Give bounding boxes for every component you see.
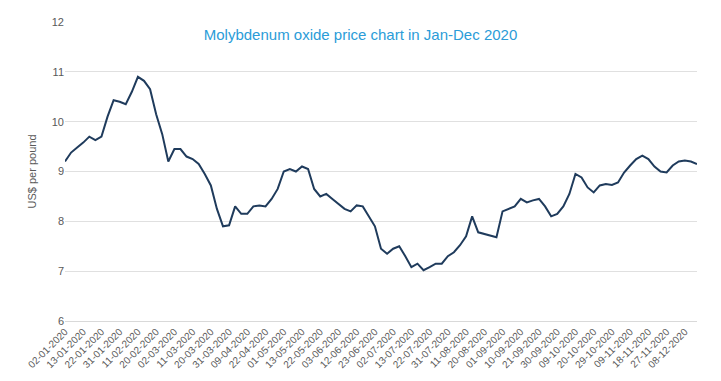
svg-text:31-07-2020: 31-07-2020 xyxy=(409,326,453,370)
svg-text:11-02-2020: 11-02-2020 xyxy=(99,326,143,370)
svg-text:20-02-2020: 20-02-2020 xyxy=(117,326,161,370)
svg-text:12: 12 xyxy=(52,16,64,28)
svg-text:02-03-2020: 02-03-2020 xyxy=(135,326,179,370)
svg-text:02-07-2020: 02-07-2020 xyxy=(354,326,398,370)
svg-text:31-01-2020: 31-01-2020 xyxy=(81,326,125,370)
svg-text:18-11-2020: 18-11-2020 xyxy=(610,326,654,370)
svg-text:02-01-2020: 02-01-2020 xyxy=(26,326,70,370)
svg-text:US$ per pound: US$ per pound xyxy=(26,135,38,209)
svg-text:20-10-2020: 20-10-2020 xyxy=(555,326,599,370)
svg-text:20-03-2020: 20-03-2020 xyxy=(172,326,216,370)
svg-text:03-06-2020: 03-06-2020 xyxy=(299,326,343,370)
svg-text:13-05-2020: 13-05-2020 xyxy=(263,326,307,370)
svg-text:01-05-2020: 01-05-2020 xyxy=(245,326,289,370)
svg-text:29-10-2020: 29-10-2020 xyxy=(573,326,617,370)
svg-text:12-06-2020: 12-06-2020 xyxy=(318,326,362,370)
svg-text:10: 10 xyxy=(52,116,64,128)
svg-text:22-05-2020: 22-05-2020 xyxy=(281,326,325,370)
svg-text:9: 9 xyxy=(58,165,64,177)
svg-text:22-04-2020: 22-04-2020 xyxy=(227,326,271,370)
svg-text:10-09-2020: 10-09-2020 xyxy=(482,326,526,370)
svg-text:09-10-2020: 09-10-2020 xyxy=(536,326,580,370)
svg-text:01-09-2020: 01-09-2020 xyxy=(464,326,508,370)
svg-text:11-03-2020: 11-03-2020 xyxy=(154,326,198,370)
svg-text:Molybdenum oxide price chart i: Molybdenum oxide price chart in Jan-Dec … xyxy=(204,26,518,43)
svg-text:8: 8 xyxy=(58,215,64,227)
svg-text:7: 7 xyxy=(58,265,64,277)
svg-text:11-08-2020: 11-08-2020 xyxy=(428,326,472,370)
svg-text:09-04-2020: 09-04-2020 xyxy=(208,326,252,370)
svg-text:6: 6 xyxy=(58,315,64,327)
svg-text:23-06-2020: 23-06-2020 xyxy=(336,326,380,370)
svg-text:13-07-2020: 13-07-2020 xyxy=(372,326,416,370)
svg-text:20-08-2020: 20-08-2020 xyxy=(445,326,489,370)
svg-text:09-11-2020: 09-11-2020 xyxy=(592,326,636,370)
svg-text:30-09-2020: 30-09-2020 xyxy=(518,326,562,370)
svg-text:22-07-2020: 22-07-2020 xyxy=(391,326,435,370)
svg-text:31-03-2020: 31-03-2020 xyxy=(190,326,234,370)
svg-text:21-09-2020: 21-09-2020 xyxy=(500,326,544,370)
svg-text:27-11-2020: 27-11-2020 xyxy=(628,326,672,370)
svg-text:11: 11 xyxy=(53,66,64,78)
svg-text:13-01-2020: 13-01-2020 xyxy=(44,326,88,370)
svg-text:08-12-2020: 08-12-2020 xyxy=(646,326,690,370)
svg-text:22-01-2020: 22-01-2020 xyxy=(62,326,106,370)
